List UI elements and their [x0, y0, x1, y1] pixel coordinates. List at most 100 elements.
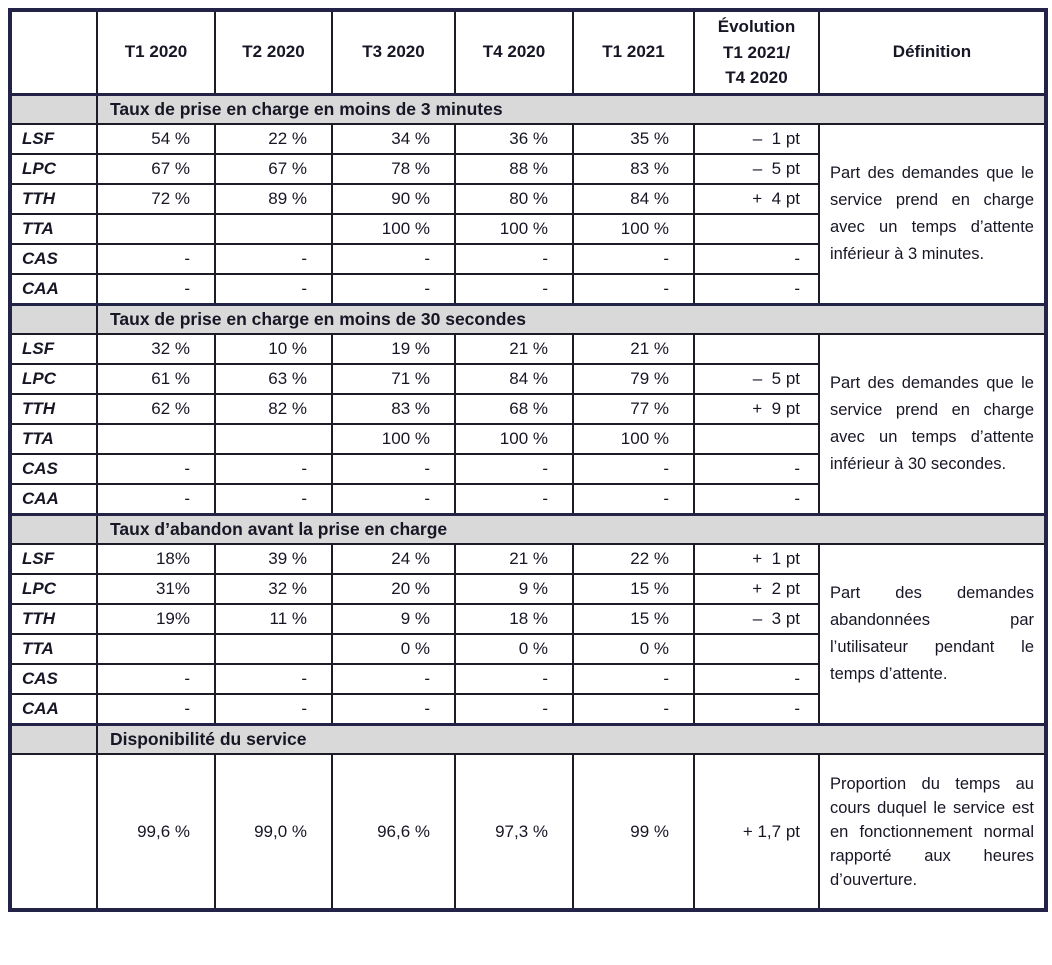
evolution-cell: – 3 pt	[693, 603, 820, 635]
value-cell: 24 %	[331, 543, 456, 575]
section-header-row: Taux d’abandon avant la prise en charge	[9, 512, 1047, 545]
value-cell: -	[454, 243, 574, 275]
table-row: CAS - - - - - -	[9, 243, 1046, 275]
value-cell: -	[214, 483, 333, 515]
section-title: Taux de prise en charge en moins de 3 mi…	[96, 92, 1047, 125]
value-cell: 100 %	[572, 213, 695, 245]
evolution-cell: + 1 pt	[693, 543, 820, 575]
value-cell: 9 %	[454, 573, 574, 605]
value-cell: 18%	[96, 543, 216, 575]
table-row: CAS - - - - - -	[9, 453, 1046, 485]
table-row: TTA 0 % 0 % 0 %	[9, 633, 1046, 665]
value-cell: 83 %	[331, 393, 456, 425]
column-header-definition: Définition	[818, 9, 1047, 95]
evolution-cell: + 2 pt	[693, 573, 820, 605]
evolution-cell: -	[693, 663, 820, 695]
row-label: LSF	[9, 123, 98, 155]
value-cell: 0 %	[454, 633, 574, 665]
evolution-cell: – 5 pt	[693, 363, 820, 395]
row-label: TTA	[9, 213, 98, 245]
value-cell: -	[96, 663, 216, 695]
value-cell: 15 %	[572, 573, 695, 605]
table-row: TTH 62 % 82 % 83 % 68 % 77 % + 9 pt	[9, 393, 1046, 425]
evolution-cell: – 1 pt	[693, 123, 820, 155]
value-cell: -	[572, 663, 695, 695]
evolution-cell	[693, 333, 820, 365]
table-row: LSF 54 % 22 % 34 % 36 % 35 % – 1 pt Part…	[9, 123, 1047, 305]
row-label: TTH	[9, 393, 98, 425]
value-cell: 100 %	[331, 213, 456, 245]
value-cell: -	[96, 453, 216, 485]
row-label: LPC	[9, 153, 98, 185]
value-cell: -	[454, 663, 574, 695]
value-cell: -	[214, 693, 333, 725]
row-label: CAS	[9, 663, 98, 695]
section-title: Taux de prise en charge en moins de 30 s…	[96, 302, 1047, 335]
value-cell: 88 %	[454, 153, 574, 185]
value-cell: -	[96, 483, 216, 515]
evolution-cell	[693, 213, 820, 245]
value-cell: 99 %	[572, 753, 695, 911]
evolution-cell: -	[693, 483, 820, 515]
column-header-t1-2020: T1 2020	[96, 9, 216, 95]
row-label	[9, 753, 98, 911]
value-cell	[96, 213, 216, 245]
value-cell: 78 %	[331, 153, 456, 185]
row-label: TTA	[9, 633, 98, 665]
value-cell: 71 %	[331, 363, 456, 395]
evolution-cell: + 4 pt	[693, 183, 820, 215]
row-label: CAS	[9, 243, 98, 275]
row-label: LSF	[9, 333, 98, 365]
value-cell: 63 %	[214, 363, 333, 395]
value-cell: 99,0 %	[214, 753, 333, 911]
table-row: TTH 19% 11 % 9 % 18 % 15 % – 3 pt	[9, 603, 1046, 635]
column-header-evolution: Évolution T1 2021/ T4 2020	[693, 9, 820, 95]
evolution-cell: + 9 pt	[693, 393, 820, 425]
value-cell: -	[214, 663, 333, 695]
value-cell: 32 %	[96, 333, 216, 365]
value-cell: 80 %	[454, 183, 574, 215]
value-cell	[214, 633, 333, 665]
value-cell: 18 %	[454, 603, 574, 635]
value-cell: 84 %	[572, 183, 695, 215]
corner-cell	[9, 9, 98, 95]
value-cell: -	[96, 273, 216, 305]
value-cell: -	[331, 453, 456, 485]
definition-cell: Part des demandes que le service prend e…	[818, 123, 1047, 305]
evolution-cell	[693, 633, 820, 665]
value-cell: -	[331, 243, 456, 275]
value-cell: -	[214, 243, 333, 275]
value-cell: 67 %	[214, 153, 333, 185]
value-cell: 21 %	[454, 543, 574, 575]
value-cell: 22 %	[214, 123, 333, 155]
value-cell: 82 %	[214, 393, 333, 425]
section-band-spacer	[9, 512, 98, 545]
value-cell: 36 %	[454, 123, 574, 155]
value-cell: -	[454, 483, 574, 515]
value-cell: 34 %	[331, 123, 456, 155]
definition-cell: Part des demandes que le service prend e…	[818, 333, 1047, 515]
row-label: CAS	[9, 453, 98, 485]
value-cell: 22 %	[572, 543, 695, 575]
value-cell: 100 %	[454, 213, 574, 245]
table-row: LSF 32 % 10 % 19 % 21 % 21 % Part des de…	[9, 333, 1047, 515]
table-row: CAA - - - - - -	[9, 483, 1046, 515]
row-label: CAA	[9, 273, 98, 305]
row-label: TTH	[9, 183, 98, 215]
value-cell: 11 %	[214, 603, 333, 635]
value-cell: 35 %	[572, 123, 695, 155]
table-row: LPC 67 % 67 % 78 % 88 % 83 % – 5 pt	[9, 153, 1046, 185]
row-label: CAA	[9, 483, 98, 515]
value-cell: 19 %	[331, 333, 456, 365]
value-cell: 83 %	[572, 153, 695, 185]
column-header-t2-2020: T2 2020	[214, 9, 333, 95]
value-cell: -	[454, 453, 574, 485]
value-cell: 62 %	[96, 393, 216, 425]
value-cell: 100 %	[331, 423, 456, 455]
value-cell: 0 %	[572, 633, 695, 665]
evolution-cell: -	[693, 273, 820, 305]
value-cell: 15 %	[572, 603, 695, 635]
table-row: 99,6 % 99,0 % 96,6 % 97,3 % 99 % + 1,7 p…	[9, 753, 1047, 911]
value-cell: 97,3 %	[454, 753, 574, 911]
table-row: CAA - - - - - -	[9, 273, 1046, 305]
